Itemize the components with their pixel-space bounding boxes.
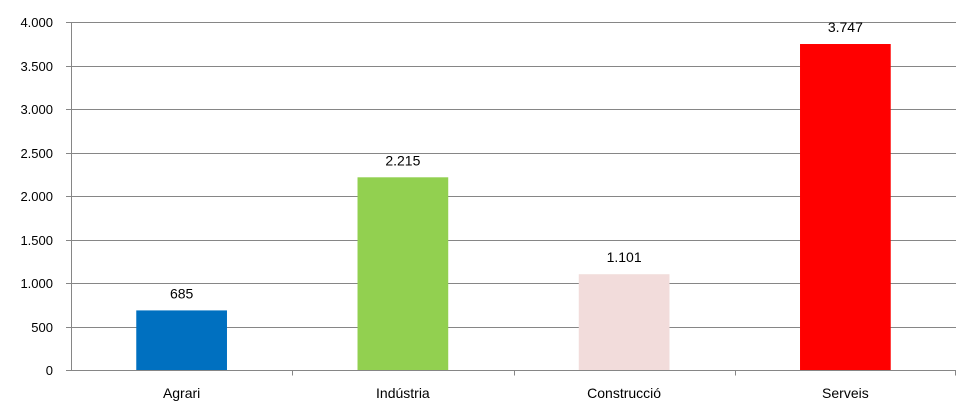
y-axis-tick-labels: 0 500 1.000 1.500 2.000 2.500 3.000 3.500 4.000 [20,15,53,378]
x-category-label: Serveis [822,385,869,401]
axes [66,22,956,376]
bar-construccio [578,274,670,370]
data-label: 3.747 [828,19,863,35]
data-labels: 685 2.215 1.101 3.747 [170,19,863,301]
y-tick-label: 3.000 [20,102,53,117]
y-tick-label: 1.000 [20,276,53,291]
bar-agrari [136,310,227,370]
bars [136,44,891,371]
x-category-label: Indústria [376,385,430,401]
y-tick-label: 3.500 [20,59,53,74]
y-tick-label: 1.500 [20,233,53,248]
x-axis-category-labels: Agrari Indústria Construcció Serveis [163,385,869,401]
gridlines [71,22,956,328]
y-tick-label: 0 [46,363,53,378]
x-category-label: Agrari [163,385,200,401]
y-tick-label: 4.000 [20,15,53,30]
x-category-label: Construcció [587,385,661,401]
y-tick-label: 500 [31,320,53,335]
data-label: 1.101 [607,249,642,265]
bar-industria [357,177,449,370]
data-label: 685 [170,285,194,301]
bar-serveis [800,44,891,371]
data-label: 2.215 [385,152,420,168]
y-tick-label: 2.000 [20,189,53,204]
y-tick-label: 2.500 [20,146,53,161]
